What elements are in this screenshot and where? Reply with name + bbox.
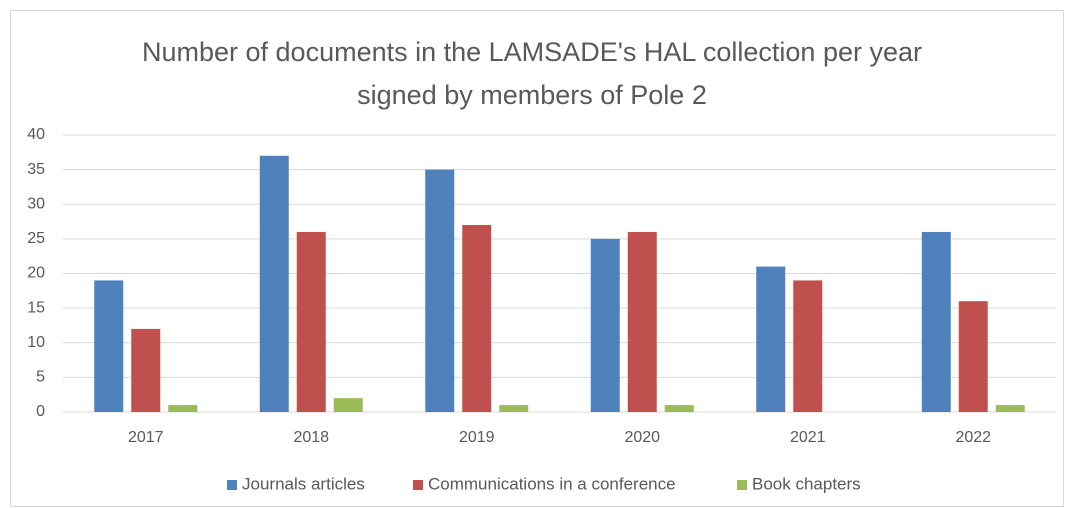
bar	[168, 405, 198, 412]
bar	[590, 238, 620, 412]
bar	[921, 231, 951, 412]
y-tick-label: 20	[27, 265, 45, 282]
bar	[995, 405, 1025, 412]
bar	[333, 398, 363, 412]
bar	[462, 225, 492, 412]
y-tick-label: 10	[27, 334, 45, 351]
bar	[756, 266, 786, 412]
y-tick-label: 5	[36, 369, 45, 386]
bar	[793, 280, 823, 412]
x-tick-label: 2019	[459, 429, 495, 446]
legend-swatch	[227, 480, 237, 490]
x-tick-label: 2021	[790, 429, 826, 446]
chart-title: signed by members of Pole 2	[357, 80, 707, 110]
legend-swatch	[737, 480, 747, 490]
bar	[958, 301, 988, 412]
y-tick-label: 35	[27, 161, 45, 178]
bar	[499, 405, 529, 412]
x-tick-label: 2017	[128, 429, 164, 446]
y-tick-label: 25	[27, 230, 45, 247]
x-tick-label: 2018	[293, 429, 329, 446]
bar	[296, 231, 326, 412]
bar	[259, 155, 289, 412]
y-tick-label: 40	[27, 126, 45, 143]
bar	[627, 231, 657, 412]
x-tick-label: 2020	[624, 429, 660, 446]
x-tick-label: 2022	[955, 429, 991, 446]
y-tick-label: 0	[36, 403, 45, 420]
legend-swatch	[413, 480, 423, 490]
chart-border	[10, 10, 1064, 507]
bar	[131, 328, 161, 412]
legend-label: Book chapters	[752, 474, 861, 493]
chart-title: Number of documents in the LAMSADE's HAL…	[142, 37, 922, 67]
bar	[425, 169, 455, 412]
y-tick-label: 30	[27, 195, 45, 212]
y-tick-label: 15	[27, 299, 45, 316]
legend-label: Journals articles	[242, 474, 365, 493]
bar	[94, 280, 124, 412]
bar	[664, 405, 694, 412]
legend-label: Communications in a conference	[428, 474, 676, 493]
